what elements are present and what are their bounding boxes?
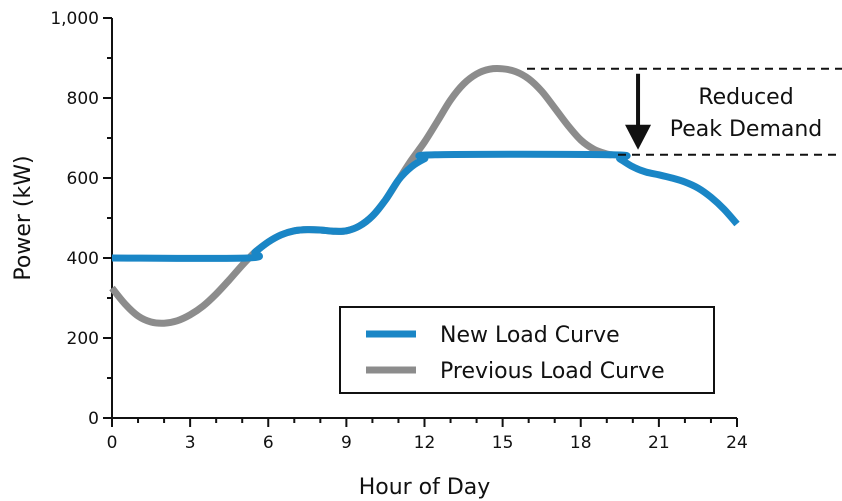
y-axis-title: Power (kW)	[11, 155, 36, 280]
annotation-line-1: Reduced	[698, 85, 793, 110]
legend: New Load Curve Previous Load Curve	[339, 306, 715, 394]
y-tick-label: 200	[67, 329, 99, 349]
previous-load-curve-line	[109, 65, 613, 327]
y-tick-label: 400	[67, 249, 99, 269]
series-layer	[109, 65, 740, 327]
x-tick-label: 9	[341, 433, 352, 453]
y-tick-label: 1,000	[50, 9, 99, 29]
arrow-head	[625, 124, 652, 150]
y-tick-label: 800	[67, 89, 99, 109]
y-tick-label: 600	[67, 169, 99, 189]
x-tick-label: 24	[726, 433, 748, 453]
legend-label-new-load-curve: New Load Curve	[440, 323, 620, 348]
x-tick-label: 15	[492, 433, 514, 453]
new-load-curve-line	[111, 150, 740, 262]
annotation-line-2: Peak Demand	[670, 117, 823, 142]
annotation-layer: Reduced Peak Demand	[527, 67, 842, 156]
x-tick-label: 12	[414, 433, 436, 453]
x-tick-label: 0	[107, 433, 118, 453]
x-tick-label: 3	[185, 433, 196, 453]
x-tick-label: 21	[648, 433, 670, 453]
axes: 0 200 400 600 800 1,000 0 3 6 9 12 15 18 21 24 Hour of …	[11, 9, 748, 500]
legend-box	[339, 306, 715, 394]
y-tick-label: 0	[88, 409, 99, 429]
legend-label-previous-load-curve: Previous Load Curve	[440, 359, 665, 384]
x-tick-label: 18	[570, 433, 592, 453]
x-tick-label: 6	[263, 433, 274, 453]
x-axis-title: Hour of Day	[359, 475, 491, 500]
